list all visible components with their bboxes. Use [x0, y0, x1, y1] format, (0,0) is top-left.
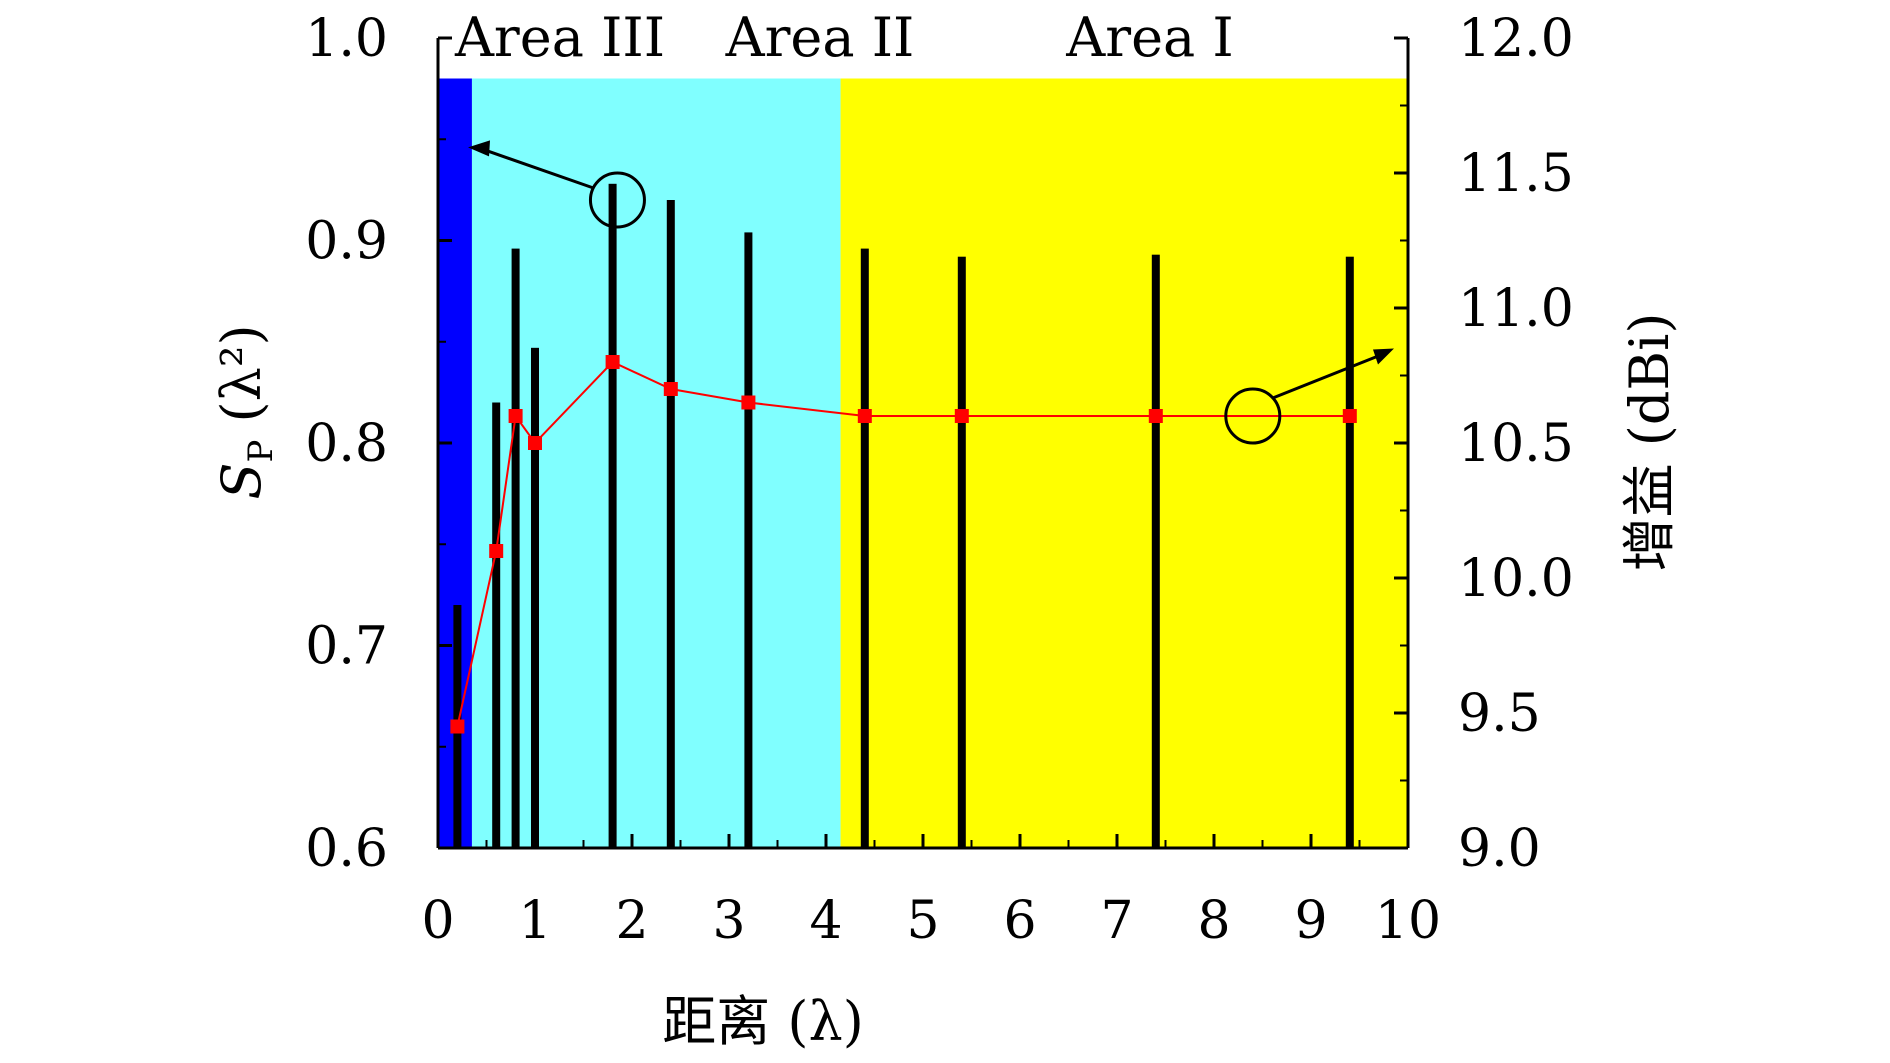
annotations — [468, 140, 1394, 445]
x-tick-label: 1 — [518, 891, 551, 951]
gain-point — [954, 409, 969, 423]
area-label: Area III — [454, 6, 665, 69]
x-tick-label: 2 — [615, 891, 648, 951]
x-tick-label: 10 — [1375, 891, 1441, 951]
sp-bar — [957, 256, 966, 848]
gain-point — [1342, 409, 1357, 423]
gain-point — [663, 382, 678, 396]
left-axis-pointer-arrow — [479, 146, 594, 190]
sp-bar — [511, 248, 520, 849]
sp-bar — [1345, 256, 1354, 848]
y-left-tick-label: 0.7 — [305, 617, 388, 677]
sp-bar — [531, 347, 539, 848]
left-axis-title-subscript: P — [241, 440, 281, 463]
x-tick-label: 5 — [906, 891, 939, 951]
x-tick-label: 9 — [1294, 891, 1327, 951]
y-right-tick-label: 12.0 — [1458, 9, 1574, 69]
x-tick-label: 4 — [809, 891, 842, 951]
gain-point — [528, 436, 542, 450]
y-right-tick-label: 11.0 — [1458, 279, 1574, 339]
gain-point — [1148, 409, 1163, 423]
sp-bar — [666, 200, 675, 848]
x-tick-label: 6 — [1003, 891, 1036, 951]
gain-point — [450, 719, 465, 734]
right-axis-pointer-arrow — [1272, 353, 1383, 400]
area-label: Area I — [1065, 6, 1233, 69]
left-axis-pointer-arrowhead — [468, 140, 490, 157]
y-left-tick-label: 0.8 — [305, 414, 388, 474]
gain-line-series — [450, 355, 1357, 734]
right-axis-title: 增益 (dBi) — [1618, 313, 1681, 572]
right-axis-pointer-circle — [1224, 387, 1282, 445]
gain-point — [605, 355, 620, 369]
left-axis-title: SP (λ²) — [210, 324, 281, 499]
y-right-tick-label: 10.5 — [1458, 414, 1574, 474]
x-tick-label: 7 — [1100, 891, 1133, 951]
left-axis-title-unit: (λ²) — [210, 324, 273, 439]
area-band-3 — [840, 78, 1408, 848]
y-right-tick-label: 9.5 — [1458, 684, 1541, 744]
sp-bar — [860, 248, 869, 849]
y-right-tick-label: 9.0 — [1458, 819, 1541, 879]
x-tick-label: 8 — [1197, 891, 1230, 951]
sp-bar — [1151, 254, 1160, 849]
x-tick-label: 3 — [712, 891, 745, 951]
y-right-tick-label: 10.0 — [1458, 549, 1574, 609]
axes — [436, 36, 1410, 850]
sp-bar — [492, 402, 501, 848]
left-axis-pointer-circle — [588, 171, 646, 229]
area-label: Area II — [725, 6, 915, 69]
y-right-tick-label: 11.5 — [1458, 144, 1574, 204]
gain-point — [741, 395, 756, 410]
sp-bar — [608, 183, 617, 849]
left-axis-title-symbol: S — [210, 463, 273, 500]
gain-point — [489, 544, 504, 558]
sp-bar — [744, 232, 753, 848]
y-left-tick-label: 1.0 — [305, 9, 388, 69]
x-axis-title: 距离 (λ) — [662, 990, 864, 1053]
area-band-2 — [471, 78, 841, 848]
x-tick-label: 0 — [421, 891, 454, 951]
y-left-tick-label: 0.6 — [305, 819, 388, 879]
tick-labels: Area III Area II Area I 0 1 2 3 4 5 6 7 8 9 10 0.6 0.7 0… — [305, 6, 1573, 951]
area-backgrounds — [438, 78, 1408, 848]
y-left-tick-label: 0.9 — [305, 212, 388, 272]
gain-point — [857, 409, 872, 423]
gain-point — [508, 409, 523, 423]
right-axis-pointer-arrowhead — [1373, 348, 1394, 365]
